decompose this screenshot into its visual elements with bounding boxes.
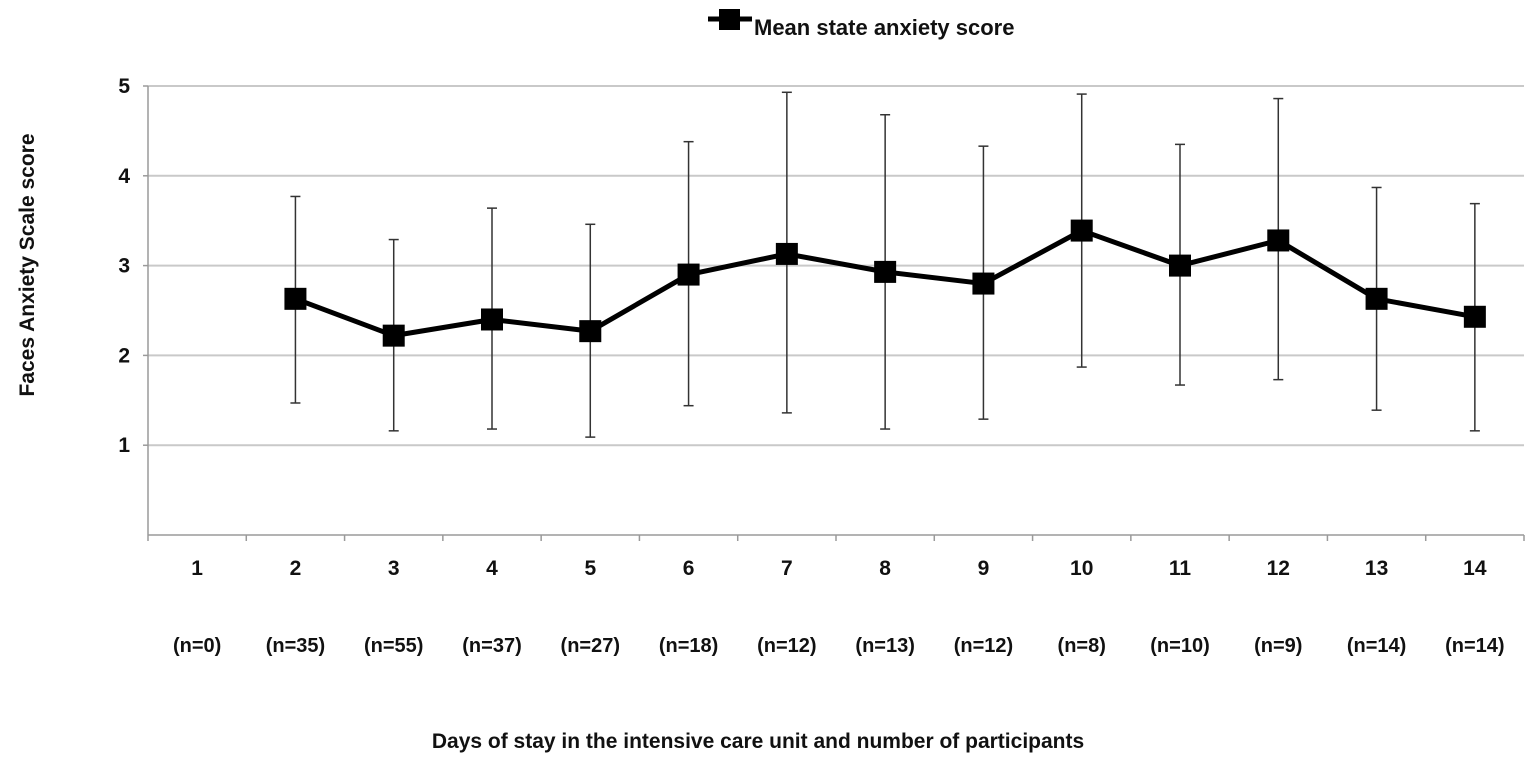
legend-square-marker bbox=[719, 9, 740, 30]
data-point-day-9 bbox=[972, 272, 995, 295]
legend: Mean state anxiety score bbox=[708, 9, 1014, 40]
gridlines bbox=[148, 85, 1524, 447]
n-label-11: (n=10) bbox=[1150, 635, 1209, 657]
x-tick-label-11: 11 bbox=[1169, 557, 1192, 580]
y-tick-label-1: 1 bbox=[118, 434, 130, 457]
n-label-7: (n=12) bbox=[757, 635, 816, 657]
data-point-day-2 bbox=[284, 287, 307, 310]
x-tick-label-12: 12 bbox=[1267, 557, 1290, 580]
y-tick-label-3: 3 bbox=[118, 255, 130, 278]
n-label-8: (n=13) bbox=[855, 635, 914, 657]
data-point-day-3 bbox=[382, 324, 405, 347]
n-label-2: (n=35) bbox=[266, 635, 325, 657]
n-label-12: (n=9) bbox=[1254, 635, 1302, 657]
data-point-day-8 bbox=[874, 260, 897, 283]
data-point-day-12 bbox=[1267, 229, 1290, 252]
axes bbox=[143, 85, 1525, 541]
tick-labels: 123451(n=0)2(n=35)3(n=55)4(n=37)5(n=27)6… bbox=[118, 75, 1504, 657]
x-tick-label-3: 3 bbox=[388, 557, 400, 580]
x-tick-label-1: 1 bbox=[191, 557, 203, 580]
data-point-day-13 bbox=[1365, 287, 1388, 310]
n-label-9: (n=12) bbox=[954, 635, 1013, 657]
data-point-day-14 bbox=[1463, 305, 1486, 328]
x-tick-label-5: 5 bbox=[584, 557, 596, 580]
y-axis-title: Faces Anxiety Scale score bbox=[16, 133, 39, 396]
x-tick-label-8: 8 bbox=[879, 557, 891, 580]
x-tick-label-6: 6 bbox=[683, 557, 695, 580]
n-label-10: (n=8) bbox=[1058, 635, 1106, 657]
n-label-6: (n=18) bbox=[659, 635, 718, 657]
data-point-day-6 bbox=[677, 263, 700, 286]
n-label-3: (n=55) bbox=[364, 635, 423, 657]
n-label-14: (n=14) bbox=[1445, 635, 1504, 657]
x-tick-label-10: 10 bbox=[1070, 557, 1093, 580]
data-point-day-5 bbox=[579, 320, 602, 343]
y-tick-label-4: 4 bbox=[118, 165, 130, 188]
data-point-day-7 bbox=[775, 242, 798, 265]
x-tick-label-4: 4 bbox=[486, 557, 498, 580]
x-tick-label-14: 14 bbox=[1463, 557, 1487, 580]
series-layer bbox=[284, 219, 1486, 347]
n-label-5: (n=27) bbox=[561, 635, 620, 657]
n-label-4: (n=37) bbox=[462, 635, 521, 657]
n-label-1: (n=0) bbox=[173, 635, 221, 657]
x-axis-title: Days of stay in the intensive care unit … bbox=[432, 730, 1084, 753]
legend-series-name: Mean state anxiety score bbox=[754, 15, 1014, 40]
data-point-day-11 bbox=[1169, 254, 1191, 277]
x-tick-label-2: 2 bbox=[290, 557, 302, 580]
y-tick-label-5: 5 bbox=[118, 75, 130, 98]
data-point-day-4 bbox=[481, 308, 503, 331]
n-label-13: (n=14) bbox=[1347, 635, 1406, 657]
x-tick-label-9: 9 bbox=[978, 557, 990, 580]
y-tick-label-2: 2 bbox=[118, 344, 130, 367]
data-point-day-10 bbox=[1070, 219, 1093, 242]
x-tick-label-7: 7 bbox=[781, 557, 793, 580]
x-tick-label-13: 13 bbox=[1365, 557, 1388, 580]
